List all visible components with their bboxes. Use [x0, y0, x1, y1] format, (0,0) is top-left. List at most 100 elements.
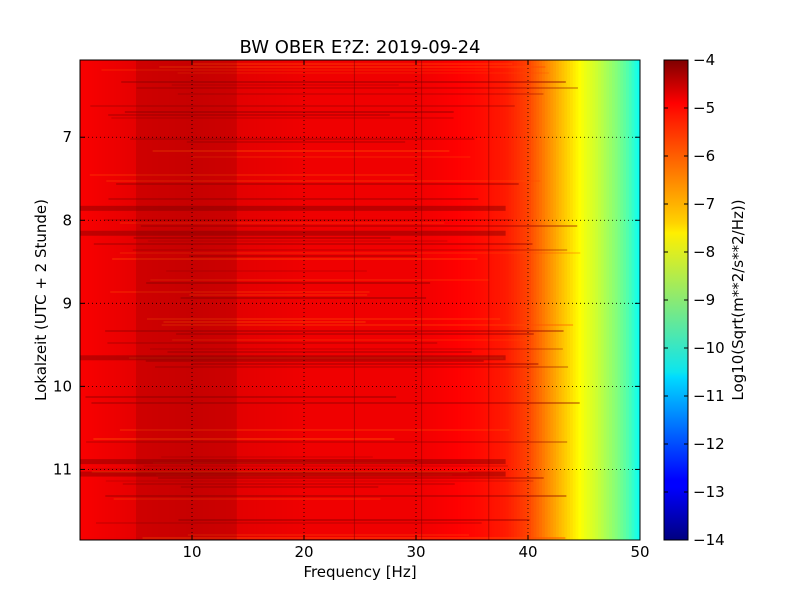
spectrum-band — [561, 60, 565, 540]
spectrum-band — [533, 60, 537, 540]
chart-title: BW OBER E?Z: 2019-09-24 — [240, 37, 481, 58]
spectrum-band — [105, 60, 109, 540]
spectrum-band — [306, 60, 311, 540]
spectrum-band — [460, 60, 465, 540]
spectrum-row — [189, 255, 417, 257]
spectrum-row — [177, 93, 544, 95]
spectrum-band — [231, 60, 235, 540]
spectrogram-lines — [353, 60, 490, 540]
spectrum-band — [556, 60, 560, 540]
spectrum-band — [491, 60, 495, 540]
spectrum-band — [430, 60, 434, 540]
spectrum-band — [474, 60, 479, 540]
spectrum-band — [276, 60, 280, 540]
spectrum-row — [124, 111, 454, 113]
spectrum-band — [102, 60, 106, 540]
x-tick-label: 30 — [406, 543, 425, 561]
spectrum-row — [106, 180, 541, 182]
spectrum-band — [225, 60, 229, 540]
spectrum-band — [385, 60, 389, 540]
spectrum-band — [292, 60, 297, 540]
grid-lines — [80, 60, 640, 540]
spectrum-band — [514, 60, 518, 540]
spectrum-band — [122, 60, 126, 540]
spectrum-band — [598, 60, 602, 540]
spectrum-band — [424, 60, 428, 540]
spectrum-band — [623, 60, 627, 540]
spectrum-band — [438, 60, 442, 540]
spectrum-band — [82, 60, 87, 540]
spectrum-band — [614, 60, 619, 540]
spectrum-row — [140, 225, 578, 227]
spectrum-band — [528, 60, 532, 540]
spectrum-band — [348, 60, 353, 540]
plot-frame — [79, 59, 641, 541]
spectrum-band — [220, 60, 224, 540]
spectrum-band — [637, 60, 640, 540]
spectrum-band — [183, 60, 187, 540]
spectrum-row — [133, 237, 391, 239]
spectrum-band — [281, 60, 285, 540]
spectrum-row — [167, 351, 472, 353]
colorbar-tick-label: −12 — [693, 435, 725, 453]
spectrum-row — [108, 198, 479, 200]
spectrum-band — [312, 60, 316, 540]
spectrum-band — [530, 60, 535, 540]
spectrum-band — [119, 60, 123, 540]
spectrum-band — [600, 60, 605, 540]
spectrum-band — [371, 60, 375, 540]
spectrum-band — [427, 60, 431, 540]
spectrum-band — [141, 60, 145, 540]
spectrum-band — [242, 60, 246, 540]
spectrum-band — [595, 60, 599, 540]
spectrum-band — [178, 60, 182, 540]
spectrum-band — [270, 60, 274, 540]
spectrum-band — [245, 60, 249, 540]
spectrum-band — [189, 60, 193, 540]
spectrum-row — [121, 81, 566, 83]
spectrum-band — [155, 60, 159, 540]
spectrum-band — [578, 60, 582, 540]
spectrum-band — [516, 60, 521, 540]
spectrum-band — [477, 60, 481, 540]
spectrum-band — [315, 60, 319, 540]
spectrum-band — [508, 60, 512, 540]
spectrum-band — [85, 60, 89, 540]
spectrum-band — [396, 60, 400, 540]
spectrum-band — [124, 60, 129, 540]
y-tick-label: 7 — [62, 128, 72, 146]
y-tick-label: 10 — [53, 377, 72, 395]
spectrum-band — [553, 60, 557, 540]
spectrum-band — [360, 60, 364, 540]
spectrum-band — [113, 60, 117, 540]
y-axis-ticks: 7 8 9 10 11 — [53, 128, 640, 478]
spectrum-band — [455, 60, 459, 540]
dark-column — [136, 60, 237, 540]
spectrum-band — [626, 60, 630, 540]
spectrum-band — [298, 60, 302, 540]
spectrum-band — [592, 60, 596, 540]
spectrum-band — [575, 60, 579, 540]
spectrum-band — [172, 60, 176, 540]
spectrum-band — [463, 60, 467, 540]
spectrum-band — [351, 60, 355, 540]
spectrum-row — [191, 156, 471, 158]
spectrum-row — [122, 483, 455, 485]
colorbar-tick-label: −8 — [693, 243, 715, 261]
spectrum-band — [519, 60, 523, 540]
dark-band — [80, 230, 506, 236]
spectrum-band — [130, 60, 134, 540]
y-tick-label: 8 — [62, 211, 72, 229]
spectrum-band — [480, 60, 484, 540]
spectrum-band — [376, 60, 381, 540]
spectrum-row — [191, 363, 539, 365]
spectrogram-area — [80, 60, 640, 540]
spectrum-band — [194, 60, 199, 540]
spectrum-row — [116, 183, 519, 185]
x-tick-label: 40 — [518, 543, 537, 561]
spectrum-row — [152, 462, 419, 464]
spectrum-row — [105, 330, 564, 332]
x-tick-label: 10 — [182, 543, 201, 561]
spectrum-band — [256, 60, 260, 540]
spectrum-band — [228, 60, 232, 540]
